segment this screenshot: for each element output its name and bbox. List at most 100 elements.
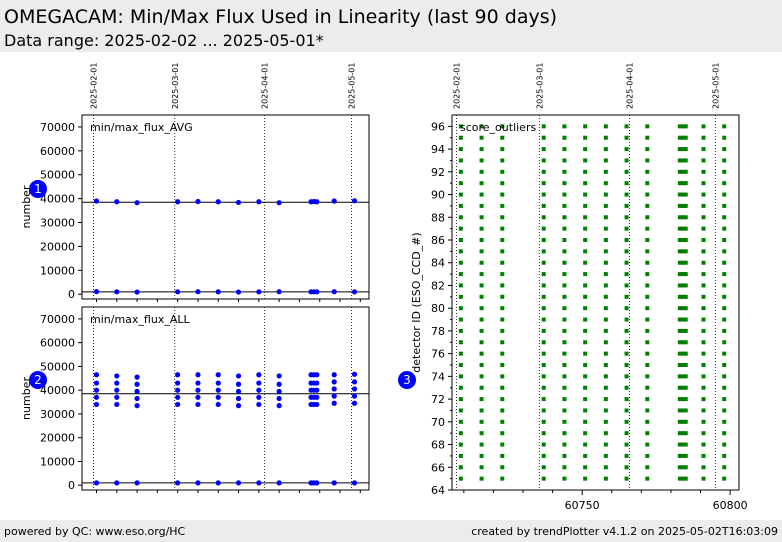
data-point <box>215 289 221 295</box>
outlier-marker <box>603 465 608 470</box>
outlier-marker <box>583 408 588 413</box>
outlier-marker <box>500 476 505 481</box>
outlier-marker <box>500 169 505 174</box>
outlier-marker <box>479 476 484 481</box>
data-point <box>93 387 100 393</box>
outlier-marker <box>624 249 629 254</box>
y-tick-label: 92 <box>431 166 445 179</box>
outlier-marker <box>458 453 463 458</box>
outlier-marker <box>603 317 608 322</box>
data-point <box>175 199 181 205</box>
outlier-marker <box>541 135 546 140</box>
outlier-marker <box>624 158 629 163</box>
outlier-marker <box>500 192 505 197</box>
footer-bar: powered by QC: www.eso.org/HC created by… <box>0 520 782 542</box>
outlier-marker <box>645 147 650 152</box>
outlier-marker <box>624 226 629 231</box>
outlier-marker <box>680 192 685 197</box>
outlier-marker <box>603 408 608 413</box>
y-tick-label: 30000 <box>40 408 75 421</box>
outlier-marker <box>603 260 608 265</box>
data-point <box>195 380 201 386</box>
data-point <box>276 388 282 394</box>
data-point <box>93 372 100 378</box>
outlier-marker <box>562 328 567 333</box>
outlier-marker <box>458 340 463 345</box>
y-tick-label: 68 <box>431 439 445 452</box>
outlier-marker <box>541 272 546 277</box>
outlier-marker <box>603 328 608 333</box>
outlier-marker <box>701 135 706 140</box>
outlier-marker <box>677 442 682 447</box>
outlier-marker <box>562 283 567 288</box>
panel-number-text: 1 <box>34 182 42 196</box>
outlier-marker <box>562 203 567 208</box>
data-point <box>314 372 320 378</box>
outlier-marker <box>583 363 588 367</box>
outlier-marker <box>583 135 588 140</box>
outlier-marker <box>541 465 546 470</box>
outlier-marker <box>722 453 727 458</box>
data-point <box>256 372 262 378</box>
outlier-marker <box>680 397 685 402</box>
outlier-marker <box>701 431 706 436</box>
outlier-marker <box>677 317 682 322</box>
outlier-marker <box>624 476 629 481</box>
outlier-marker <box>645 385 650 390</box>
outlier-marker <box>645 419 650 424</box>
outlier-marker <box>701 408 706 413</box>
chart-panel-2: 0 10000 20000 30000 40000 50000 60000 70000 min/… <box>20 306 370 493</box>
panel-number-badge <box>29 180 47 198</box>
data-point <box>114 401 120 408</box>
y-tick-label: 70000 <box>40 121 75 134</box>
y-tick-label: 64 <box>431 484 445 497</box>
outlier-marker <box>683 124 688 129</box>
outlier-marker <box>583 283 588 288</box>
plot-frame <box>81 114 370 300</box>
data-point <box>314 289 320 295</box>
y-axis-label: detector ID (ESO_CCD_#) <box>410 232 423 372</box>
data-point <box>114 199 120 205</box>
outlier-marker <box>541 181 546 186</box>
outlier-marker <box>458 169 463 174</box>
y-tick-label: 86 <box>431 234 445 247</box>
outlier-marker <box>541 215 546 220</box>
outlier-marker <box>683 306 688 311</box>
outlier-marker <box>583 169 588 174</box>
outlier-marker <box>458 147 463 152</box>
outlier-marker <box>624 385 629 390</box>
outlier-marker <box>701 226 706 231</box>
outlier-marker <box>677 431 682 436</box>
outlier-marker <box>500 226 505 231</box>
outlier-marker <box>680 215 685 220</box>
outlier-marker <box>680 363 685 367</box>
outlier-marker <box>479 397 484 402</box>
outlier-marker <box>500 249 505 254</box>
outlier-marker <box>701 442 706 447</box>
outlier-marker <box>677 397 682 402</box>
outlier-marker <box>603 215 608 220</box>
y-tick-label: 20000 <box>40 432 75 445</box>
outlier-marker <box>583 181 588 186</box>
outlier-marker <box>500 385 505 390</box>
plot-frame <box>451 114 740 491</box>
outlier-marker <box>722 476 727 481</box>
outlier-marker <box>458 465 463 470</box>
data-point <box>276 381 282 387</box>
data-point <box>114 289 120 295</box>
outlier-marker <box>458 397 463 402</box>
outlier-marker <box>479 249 484 254</box>
data-point <box>93 198 100 204</box>
outlier-marker <box>645 431 650 436</box>
outlier-marker <box>583 147 588 152</box>
outlier-marker <box>583 431 588 436</box>
outlier-marker <box>479 453 484 458</box>
data-point <box>134 374 140 380</box>
outlier-marker <box>683 283 688 288</box>
data-point <box>351 371 358 377</box>
outlier-marker <box>683 419 688 424</box>
outlier-marker <box>722 465 727 470</box>
outlier-marker <box>683 226 688 231</box>
outlier-marker <box>680 465 685 470</box>
outlier-marker <box>541 158 546 163</box>
